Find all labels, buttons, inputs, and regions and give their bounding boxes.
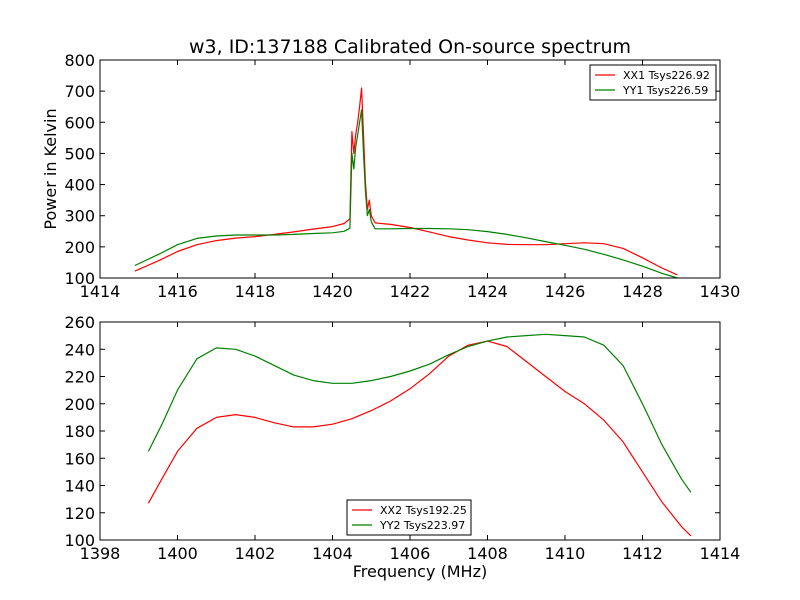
legend-label: YY2 Tsys223.97 <box>379 519 465 532</box>
y-tick-label: 700 <box>64 82 95 101</box>
legend-box <box>346 499 472 536</box>
x-tick-label: 1400 <box>157 544 198 563</box>
y-tick-label: 240 <box>64 340 95 359</box>
x-tick-label: 1414 <box>700 544 741 563</box>
y-tick-label: 120 <box>64 504 95 523</box>
x-tick-label: 1426 <box>545 282 586 301</box>
y-tick-label: 500 <box>64 144 95 163</box>
x-tick-label: 1402 <box>235 544 276 563</box>
y-tick-label: 300 <box>64 207 95 226</box>
x-tick-label: 1414 <box>80 282 121 301</box>
legend-label: XX1 Tsys226.92 <box>623 69 710 82</box>
legend-box <box>589 64 717 101</box>
x-tick-label: 1406 <box>390 544 431 563</box>
x-tick-label: 1410 <box>545 544 586 563</box>
x-tick-label: 1428 <box>622 282 663 301</box>
x-tick-label: 1412 <box>622 544 663 563</box>
x-tick-label: 1430 <box>700 282 741 301</box>
x-tick-label: 1404 <box>312 544 353 563</box>
y-tick-label: 220 <box>64 368 95 387</box>
figure-title: w3, ID:137188 Calibrated On-source spect… <box>189 36 631 58</box>
y-tick-label: 180 <box>64 422 95 441</box>
series-line-2 <box>134 109 678 279</box>
y-tick-label: 260 <box>64 313 95 332</box>
y-tick-label: 600 <box>64 113 95 132</box>
y-tick-label: 100 <box>64 269 95 288</box>
legend-label: YY1 Tsys226.59 <box>622 84 708 97</box>
x-tick-label: 1418 <box>235 282 276 301</box>
x-tick-label: 1416 <box>157 282 198 301</box>
y-tick-label: 160 <box>64 449 95 468</box>
x-tick-label: 1422 <box>390 282 431 301</box>
y-tick-label: 800 <box>64 51 95 70</box>
x-tick-label: 1424 <box>467 282 508 301</box>
legend-label: XX2 Tsys192.25 <box>380 504 467 517</box>
legend: XX1 Tsys226.92 YY1 Tsys226.59 <box>589 64 717 101</box>
bottom-panel: 1398 1400 1402 1404 1406 1408 1410 1412 1414 100 1… <box>64 313 740 581</box>
series-line-2 <box>147 333 692 493</box>
x-tick-label: 1408 <box>467 544 508 563</box>
y-tick-label: 200 <box>64 238 95 257</box>
x-tick-label: 1398 <box>80 544 121 563</box>
y-axis-label: Power in Kelvin <box>41 108 60 229</box>
y-tick-label: 140 <box>64 477 95 496</box>
y-tick-label: 200 <box>64 395 95 414</box>
y-tick-label: 400 <box>64 176 95 195</box>
x-axis-label: Frequency (MHz) <box>353 562 487 581</box>
y-tick-label: 100 <box>64 531 95 550</box>
series-line-1 <box>147 340 692 537</box>
x-tick-label: 1420 <box>312 282 353 301</box>
top-panel: 1414 1416 1418 1420 1422 1424 1426 1428 1430 100 2… <box>41 51 740 301</box>
legend: XX2 Tsys192.25 YY2 Tsys223.97 <box>346 499 472 536</box>
